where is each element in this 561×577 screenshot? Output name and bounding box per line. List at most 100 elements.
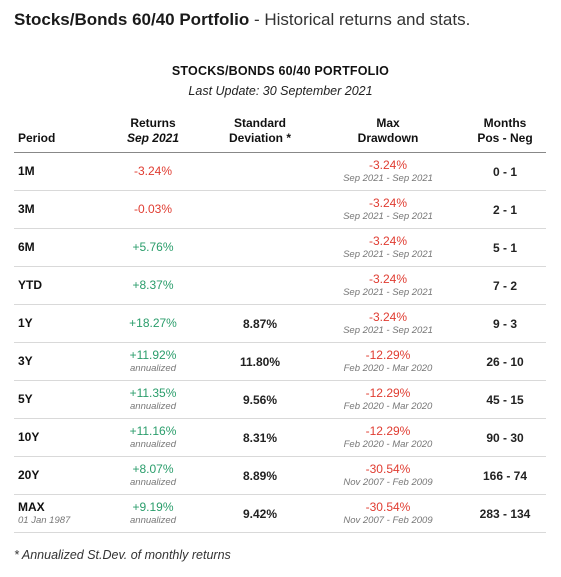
- table-row: 1M -3.24% -3.24% Sep 2021 - Sep 2021 0 - 1: [14, 153, 546, 191]
- returns-cell: +11.35% annualized: [106, 381, 200, 418]
- table-row: 3Y +11.92% annualized 11.80% -12.29% Feb 2020…: [14, 343, 546, 381]
- drawdown-cell: -30.54% Nov 2007 - Feb 2009: [314, 457, 462, 494]
- drawdown-range: Feb 2020 - Mar 2020: [343, 363, 433, 374]
- drawdown-value: -30.54%: [365, 462, 411, 476]
- table-header-row: Period Returns Sep 2021 Standard Deviati…: [14, 104, 546, 153]
- period-label: 3M: [18, 202, 35, 216]
- drawdown-value: -12.29%: [365, 386, 411, 400]
- header-months-line1: Months: [483, 116, 527, 130]
- header-std-dev: Standard Deviation *: [204, 116, 316, 146]
- drawdown-value: -3.24%: [368, 158, 408, 172]
- table-row: 10Y +11.16% annualized 8.31% -12.29% Feb 2020…: [14, 419, 546, 457]
- period-cell: 20Y: [18, 457, 39, 494]
- drawdown-cell: -3.24% Sep 2021 - Sep 2021: [314, 191, 462, 228]
- table-row: 3M -0.03% -3.24% Sep 2021 - Sep 2021 2 - 1: [14, 191, 546, 229]
- header-months: Months Pos - Neg: [464, 116, 546, 146]
- header-std-line2: Deviation *: [228, 131, 291, 145]
- return-value: -3.24%: [133, 164, 173, 178]
- drawdown-range: Feb 2020 - Mar 2020: [343, 401, 433, 412]
- period-label: 1Y: [18, 316, 33, 330]
- header-dd-line1: Max: [376, 116, 400, 130]
- months-pos-neg: 9 - 3: [492, 316, 517, 331]
- std-dev-value: 8.87%: [242, 316, 278, 331]
- annualized-note: annualized: [130, 439, 176, 450]
- return-value: +8.37%: [132, 278, 174, 292]
- drawdown-value: -12.29%: [365, 348, 411, 362]
- page-heading-subtitle: - Historical returns and stats.: [249, 10, 471, 29]
- return-value: +18.27%: [129, 316, 177, 330]
- drawdown-cell: -12.29% Feb 2020 - Mar 2020: [314, 419, 462, 456]
- annualized-note: annualized: [130, 363, 176, 374]
- drawdown-range: Nov 2007 - Feb 2009: [343, 477, 433, 488]
- drawdown-value: -30.54%: [365, 500, 411, 514]
- drawdown-value: -3.24%: [368, 272, 408, 286]
- annualized-note: annualized: [130, 515, 176, 526]
- period-cell: MAX 01 Jan 1987: [18, 495, 70, 532]
- header-returns-line1: Returns: [130, 116, 176, 130]
- drawdown-range: Feb 2020 - Mar 2020: [343, 439, 433, 450]
- drawdown-range: Sep 2021 - Sep 2021: [343, 211, 433, 222]
- return-value: +11.92%: [129, 348, 177, 362]
- std-dev-value: 9.42%: [242, 506, 278, 521]
- months-pos-neg: 45 - 15: [486, 392, 524, 407]
- returns-cell: -3.24%: [106, 153, 200, 190]
- returns-cell: +11.16% annualized: [106, 419, 200, 456]
- return-value: +11.16%: [129, 424, 177, 438]
- return-value: +5.76%: [132, 240, 174, 254]
- drawdown-cell: -3.24% Sep 2021 - Sep 2021: [314, 267, 462, 304]
- period-cell: 1Y: [18, 305, 33, 342]
- header-returns: Returns Sep 2021: [106, 116, 200, 146]
- drawdown-value: -3.24%: [368, 310, 408, 324]
- drawdown-cell: -12.29% Feb 2020 - Mar 2020: [314, 381, 462, 418]
- drawdown-range: Sep 2021 - Sep 2021: [343, 173, 433, 184]
- drawdown-cell: -30.54% Nov 2007 - Feb 2009: [314, 495, 462, 532]
- header-period: Period: [18, 131, 56, 145]
- drawdown-cell: -3.24% Sep 2021 - Sep 2021: [314, 153, 462, 190]
- drawdown-range: Sep 2021 - Sep 2021: [343, 287, 433, 298]
- page-heading-title: Stocks/Bonds 60/40 Portfolio: [14, 10, 250, 29]
- period-cell: 3Y: [18, 343, 33, 380]
- months-pos-neg: 90 - 30: [486, 430, 524, 445]
- header-returns-line2: Sep 2021: [126, 131, 180, 145]
- period-label: 6M: [18, 240, 35, 254]
- period-start-date: 01 Jan 1987: [18, 515, 71, 526]
- table-row: 5Y +11.35% annualized 9.56% -12.29% Feb 2020 …: [14, 381, 546, 419]
- footnote: * Annualized St.Dev. of monthly returns: [14, 548, 231, 562]
- period-label: MAX: [18, 500, 45, 514]
- returns-cell: +18.27%: [106, 305, 200, 342]
- header-dd-line2: Drawdown: [357, 131, 419, 145]
- annualized-note: annualized: [130, 477, 176, 488]
- months-pos-neg: 283 - 134: [479, 506, 531, 521]
- months-pos-neg: 7 - 2: [492, 278, 517, 293]
- months-pos-neg: 26 - 10: [486, 354, 524, 369]
- return-value: +9.19%: [132, 500, 174, 514]
- returns-cell: +11.92% annualized: [106, 343, 200, 380]
- header-months-line2: Pos - Neg: [477, 131, 533, 145]
- returns-cell: +5.76%: [106, 229, 200, 266]
- header-std-line1: Standard: [233, 116, 286, 130]
- return-value: +11.35%: [129, 386, 177, 400]
- period-label: 1M: [18, 164, 35, 178]
- table-row: 20Y +8.07% annualized 8.89% -30.54% Nov 2007 …: [14, 457, 546, 495]
- page-heading: Stocks/Bonds 60/40 Portfolio - Historica…: [14, 9, 470, 31]
- std-dev-value: 8.89%: [242, 468, 278, 483]
- table-body: 1M -3.24% -3.24% Sep 2021 - Sep 2021 0 - 1 3M…: [14, 153, 546, 533]
- table-row: 6M +5.76% -3.24% Sep 2021 - Sep 2021 5 - 1: [14, 229, 546, 267]
- period-label: 20Y: [18, 468, 40, 482]
- drawdown-range: Nov 2007 - Feb 2009: [343, 515, 433, 526]
- period-label: YTD: [18, 278, 42, 292]
- months-pos-neg: 0 - 1: [492, 164, 517, 179]
- drawdown-cell: -12.29% Feb 2020 - Mar 2020: [314, 343, 462, 380]
- table-last-update: Last Update: 30 September 2021: [188, 84, 373, 98]
- portfolio-stats-table: Period Returns Sep 2021 Standard Deviati…: [14, 104, 546, 533]
- period-cell: YTD: [18, 267, 42, 304]
- returns-cell: -0.03%: [106, 191, 200, 228]
- std-dev-value: 9.56%: [242, 392, 278, 407]
- return-value: +8.07%: [132, 462, 174, 476]
- returns-cell: +9.19% annualized: [106, 495, 200, 532]
- std-dev-value: [204, 153, 316, 190]
- std-dev-value: [204, 229, 316, 266]
- annualized-note: annualized: [130, 401, 176, 412]
- months-pos-neg: 166 - 74: [482, 468, 528, 483]
- std-dev-value: [204, 191, 316, 228]
